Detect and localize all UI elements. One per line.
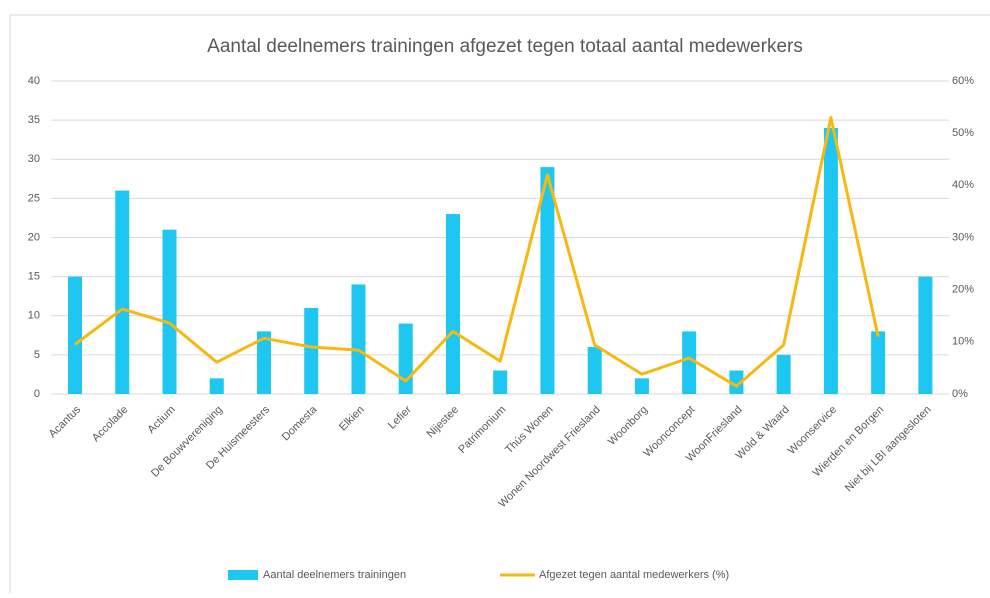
y2-tick-label: 0% <box>952 388 968 400</box>
bar <box>587 347 602 394</box>
bar <box>776 354 791 394</box>
bar <box>445 214 460 394</box>
y-tick-label: 0 <box>34 388 40 400</box>
line <box>74 116 880 388</box>
y2-tick-label: 50% <box>952 127 974 139</box>
y2-tick-label: 60% <box>952 75 974 87</box>
bar <box>493 370 508 394</box>
y-tick-label: 20 <box>28 231 40 243</box>
y-tick-label: 35 <box>28 114 40 126</box>
bar <box>871 331 886 394</box>
legend-label: Afgezet tegen aantal medewerkers (%) <box>539 569 729 581</box>
bar <box>729 370 744 394</box>
bar <box>823 127 838 394</box>
bar <box>256 331 271 394</box>
legend-swatch <box>228 570 258 580</box>
bar <box>351 284 366 394</box>
bar <box>162 229 177 394</box>
legend-label: Aantal deelnemers trainingen <box>263 569 406 581</box>
bar <box>304 307 319 394</box>
bar <box>918 276 933 394</box>
bar <box>68 276 83 394</box>
y2-tick-label: 20% <box>952 284 974 296</box>
y2-tick-label: 30% <box>952 231 974 243</box>
y-tick-label: 5 <box>34 349 40 361</box>
bar <box>634 378 649 394</box>
chart-title: Aantal deelnemers trainingen afgezet teg… <box>207 36 803 57</box>
bar <box>398 323 413 394</box>
y-tick-label: 15 <box>28 271 40 283</box>
y2-tick-label: 10% <box>952 336 974 348</box>
bar <box>682 331 697 394</box>
bar <box>115 190 130 394</box>
bar <box>540 167 555 394</box>
y2-tick-label: 40% <box>952 179 974 191</box>
bar <box>209 378 224 394</box>
y-tick-label: 30 <box>28 153 40 165</box>
y-tick-label: 10 <box>28 310 40 322</box>
y-tick-label: 40 <box>28 75 40 87</box>
y-tick-label: 25 <box>28 192 40 204</box>
